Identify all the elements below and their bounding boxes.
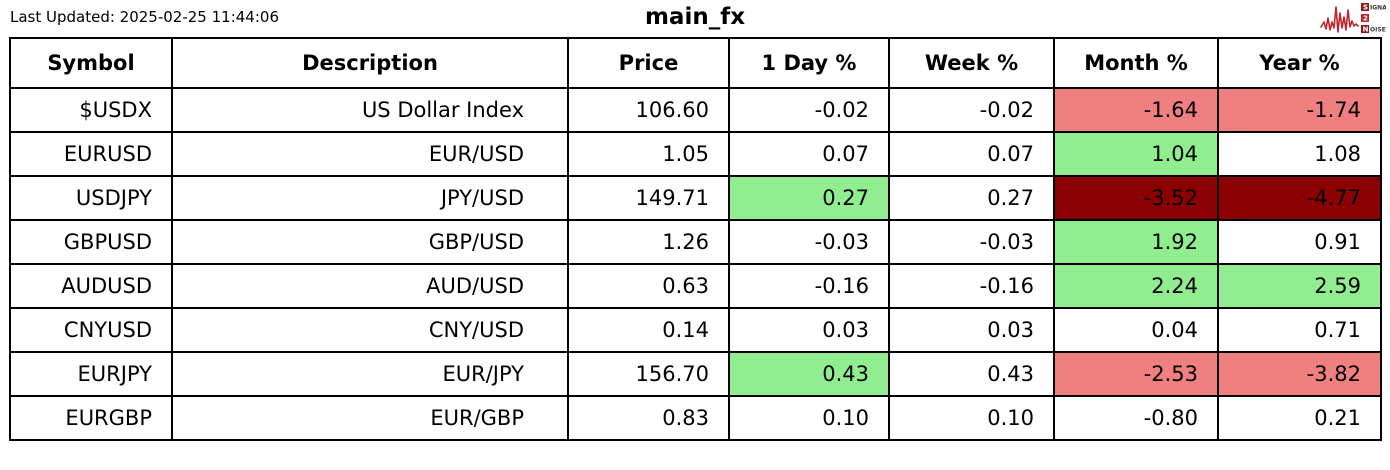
cell-description: EUR/JPY [171,351,569,397]
column-header-day: 1 Day % [728,37,890,89]
cell-symbol: EURGBP [9,395,173,441]
logo-text-oise: OISE [1370,27,1386,34]
logo-letter-n: N [1363,26,1369,34]
cell-description: EUR/GBP [171,395,569,441]
cell-day: 0.27 [728,175,890,221]
cell-price: 156.70 [567,351,730,397]
column-header-price: Price [567,37,730,89]
cell-day: 0.03 [728,307,890,353]
fx-table: Symbol Description Price 1 Day % Week % … [9,37,1382,441]
logo-letter-s: S [1363,4,1368,12]
cell-description: US Dollar Index [171,87,569,133]
column-header-symbol: Symbol [9,37,173,89]
cell-year: 0.21 [1217,395,1382,441]
cell-description: AUD/USD [171,263,569,309]
cell-description: CNY/USD [171,307,569,353]
cell-week: -0.02 [888,87,1055,133]
cell-day: -0.02 [728,87,890,133]
cell-price: 0.63 [567,263,730,309]
cell-month: -1.64 [1053,87,1219,133]
cell-year: -1.74 [1217,87,1382,133]
cell-symbol: CNYUSD [9,307,173,353]
cell-week: 0.03 [888,307,1055,353]
cell-week: 0.07 [888,131,1055,177]
cell-price: 1.05 [567,131,730,177]
cell-week: -0.03 [888,219,1055,265]
logo-letterbox-s [1361,3,1369,11]
cell-day: 0.43 [728,351,890,397]
cell-price: 1.26 [567,219,730,265]
cell-year: -3.82 [1217,351,1382,397]
cell-year: 0.91 [1217,219,1382,265]
signal-2-noise-logo: S IGNAL 2 N OISE [1320,3,1386,34]
cell-month: 0.04 [1053,307,1219,353]
table-row: AUDUSD AUD/USD 0.63 -0.16 -0.16 2.24 2.5… [9,263,1382,309]
cell-year: 1.08 [1217,131,1382,177]
fx-table-body: $USDX US Dollar Index 106.60 -0.02 -0.02… [9,87,1382,441]
column-header-description: Description [171,37,569,89]
table-row: EURGBP EUR/GBP 0.83 0.10 0.10 -0.80 0.21 [9,395,1382,441]
cell-week: 0.43 [888,351,1055,397]
cell-year: -4.77 [1217,175,1382,221]
cell-week: 0.27 [888,175,1055,221]
cell-week: -0.16 [888,263,1055,309]
cell-month: 2.24 [1053,263,1219,309]
last-updated-timestamp: Last Updated: 2025-02-25 11:44:06 [10,8,279,26]
cell-description: GBP/USD [171,219,569,265]
cell-symbol: AUDUSD [9,263,173,309]
cell-day: -0.03 [728,219,890,265]
cell-month: -3.52 [1053,175,1219,221]
cell-month: -2.53 [1053,351,1219,397]
cell-description: JPY/USD [171,175,569,221]
cell-day: 0.10 [728,395,890,441]
logo-letterbox-n [1361,25,1369,33]
table-row: EURUSD EUR/USD 1.05 0.07 0.07 1.04 1.08 [9,131,1382,177]
cell-symbol: $USDX [9,87,173,133]
column-header-year: Year % [1217,37,1382,89]
header-row: Symbol Description Price 1 Day % Week % … [9,37,1382,89]
cell-price: 106.60 [567,87,730,133]
table-row: CNYUSD CNY/USD 0.14 0.03 0.03 0.04 0.71 [9,307,1382,353]
table-row: EURJPY EUR/JPY 156.70 0.43 0.43 -2.53 -3… [9,351,1382,397]
cell-week: 0.10 [888,395,1055,441]
waveform-icon [1320,6,1359,33]
cell-month: 1.04 [1053,131,1219,177]
cell-month: 1.92 [1053,219,1219,265]
column-header-week: Week % [888,37,1055,89]
cell-price: 0.14 [567,307,730,353]
fx-table-header: Symbol Description Price 1 Day % Week % … [9,37,1382,89]
logo-letterbox-2 [1361,14,1369,22]
cell-price: 0.83 [567,395,730,441]
table-row: GBPUSD GBP/USD 1.26 -0.03 -0.03 1.92 0.9… [9,219,1382,265]
table-row: $USDX US Dollar Index 106.60 -0.02 -0.02… [9,87,1382,133]
cell-symbol: EURUSD [9,131,173,177]
logo-wordmark: S IGNAL 2 N OISE [1361,3,1386,34]
cell-year: 2.59 [1217,263,1382,309]
cell-month: -0.80 [1053,395,1219,441]
cell-description: EUR/USD [171,131,569,177]
logo-letter-2: 2 [1363,15,1368,23]
table-row: USDJPY JPY/USD 149.71 0.27 0.27 -3.52 -4… [9,175,1382,221]
page-title: main_fx [644,4,746,30]
cell-year: 0.71 [1217,307,1382,353]
cell-day: -0.16 [728,263,890,309]
cell-day: 0.07 [728,131,890,177]
cell-symbol: EURJPY [9,351,173,397]
cell-symbol: GBPUSD [9,219,173,265]
column-header-month: Month % [1053,37,1219,89]
cell-symbol: USDJPY [9,175,173,221]
logo-text-ignal: IGNAL [1370,5,1386,12]
cell-price: 149.71 [567,175,730,221]
